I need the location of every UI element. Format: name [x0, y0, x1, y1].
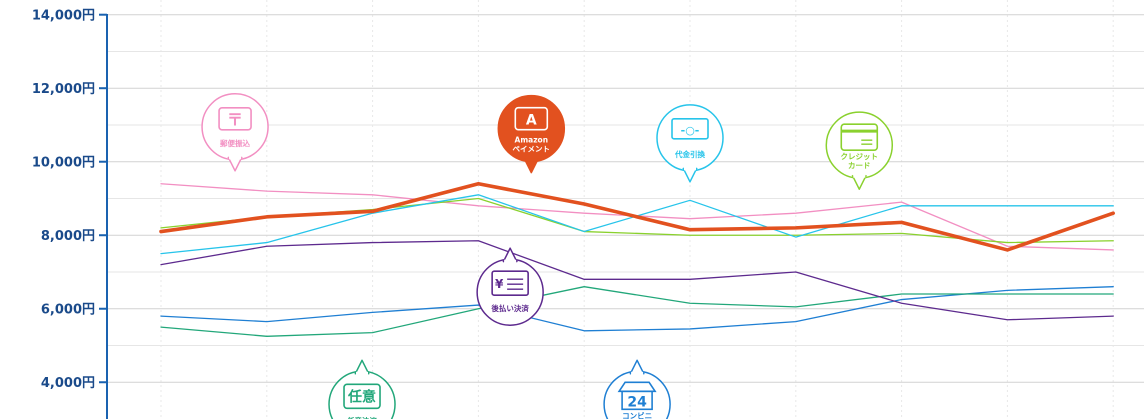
callout-pointer: [354, 359, 370, 375]
svg-text:A: A: [526, 113, 537, 129]
y-tick-label: 12,000円: [32, 82, 95, 97]
y-tick-label: 6,000円: [41, 303, 95, 318]
svg-text:-○-: -○-: [681, 124, 700, 137]
series-callout: ¥ 後払い決済: [476, 247, 544, 326]
series-label: Amazon: [515, 136, 549, 145]
series-label: 後払い決済: [491, 303, 529, 313]
series-line: [160, 197, 1114, 244]
series-lines: [159, 181, 1115, 337]
credit-card-icon: [840, 123, 879, 151]
series-line: [160, 240, 1114, 321]
callout-circle: [476, 258, 544, 326]
series-callout: 〒郵便振込: [201, 93, 269, 172]
series-callouts: 〒郵便振込クレジットカード24コンビニ支払い-○-代金引換任意任意決済¥後払い決…: [201, 93, 894, 419]
series-label: クレジット: [841, 151, 879, 161]
svg-text:¥: ¥: [495, 277, 504, 291]
amazon-a-icon: A: [514, 106, 549, 131]
series-callout: 任意任意決済: [328, 359, 396, 419]
postal-mark-icon: 〒: [218, 107, 252, 131]
callout-pointer: [851, 174, 867, 190]
series-callout: -○- 代金引換: [656, 104, 724, 183]
callout-circle: [656, 104, 724, 172]
callout-pointer: [523, 158, 539, 174]
series-line: [160, 286, 1114, 337]
svg-text:任意: 任意: [347, 388, 376, 405]
series-label: 代金引換: [674, 149, 705, 159]
series-label: 郵便振込: [220, 138, 250, 148]
svg-text:〒: 〒: [227, 110, 243, 129]
grid: [107, 0, 1144, 419]
y-tick-label: 8,000円: [41, 229, 95, 244]
y-tick-label: 14,000円: [32, 9, 95, 24]
series-label: ペイメント: [513, 145, 551, 154]
callout-pointer: [629, 359, 645, 375]
convenience-store-24-icon: 24: [617, 381, 657, 410]
series-label: カード: [848, 161, 871, 170]
callout-pointer: [502, 247, 518, 263]
nin-i-icon: 任意: [343, 383, 381, 410]
callout-pointer: [682, 167, 698, 183]
y-tick-label: 10,000円: [32, 156, 95, 171]
cash-on-delivery-icon: -○-: [671, 118, 709, 140]
series-line: [160, 286, 1114, 332]
y-axis: 14,000円 12,000円 10,000円 8,000円 6,000円 4,000円: [32, 9, 108, 419]
series-line: [159, 181, 1115, 252]
series-label: 任意決済: [346, 415, 377, 419]
y-tick-label: 4,000円: [41, 376, 95, 391]
series-callout: 24コンビニ支払い: [603, 359, 671, 419]
svg-text:24: 24: [627, 394, 647, 410]
callout-pointer: [227, 156, 243, 172]
invoice-icon: ¥: [491, 270, 529, 296]
series-label: コンビニ: [622, 410, 652, 419]
